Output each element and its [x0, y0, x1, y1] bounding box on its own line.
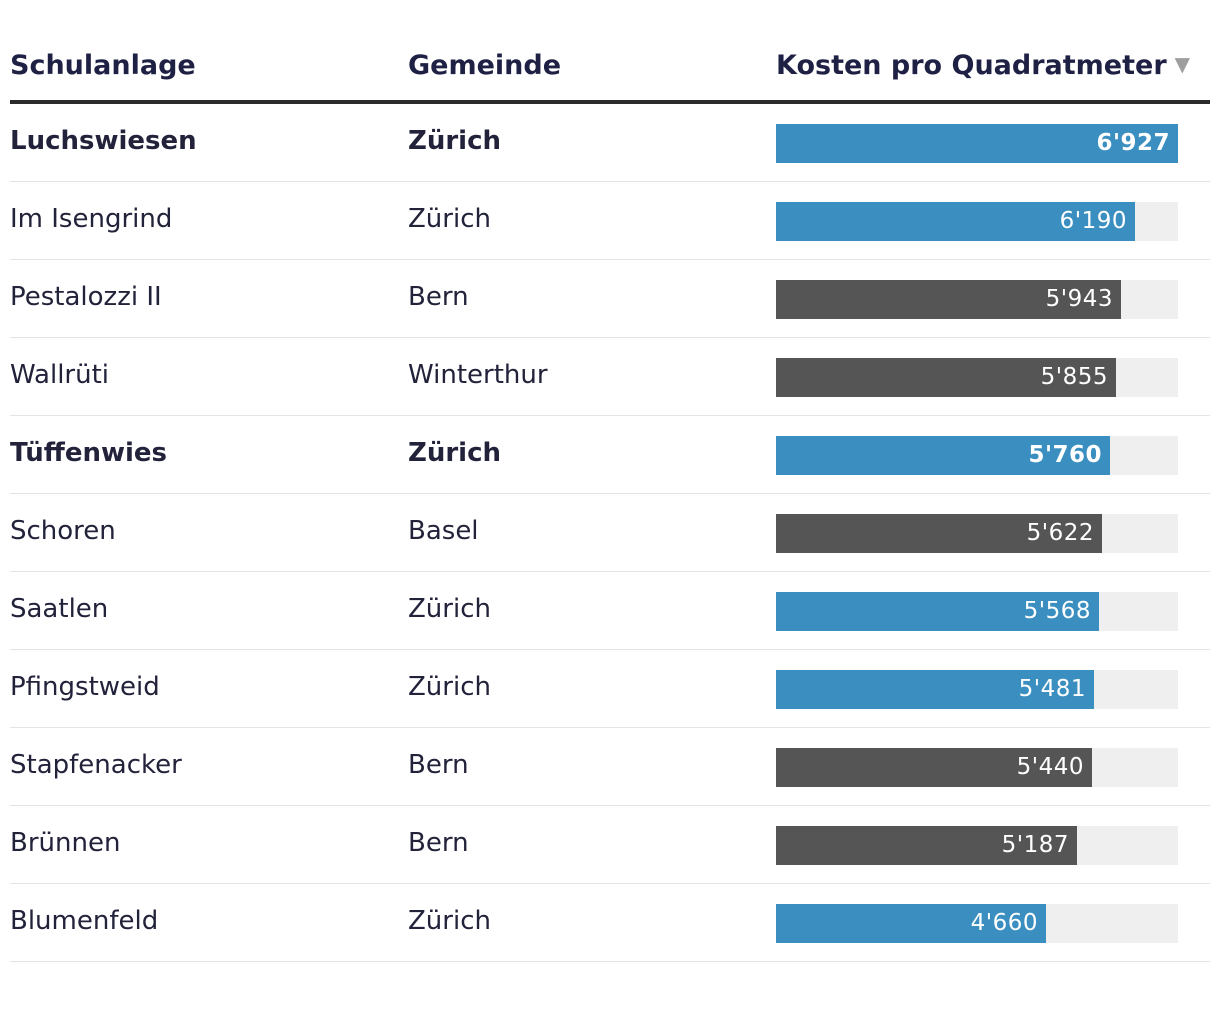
bar: 5'943 [776, 280, 1121, 319]
bar-value-label: 5'440 [1016, 754, 1084, 780]
table-row: Pestalozzi II Bern 5'943 [10, 260, 1210, 338]
cell-school: Tüffenwies [10, 438, 168, 468]
bar: 5'760 [776, 436, 1110, 475]
bar-track: 5'760 [776, 436, 1178, 475]
table-row: Luchswiesen Zürich 6'927 [10, 104, 1210, 182]
cell-school: Brünnen [10, 828, 121, 858]
table-row: Saatlen Zürich 5'568 [10, 572, 1210, 650]
bar: 6'190 [776, 202, 1135, 241]
table-row: Brünnen Bern 5'187 [10, 806, 1210, 884]
bar-track: 5'943 [776, 280, 1178, 319]
bar-track: 5'855 [776, 358, 1178, 397]
cell-school: Saatlen [10, 594, 109, 624]
bar-value-label: 5'943 [1045, 286, 1113, 312]
cell-school: Blumenfeld [10, 906, 159, 936]
bar: 5'481 [776, 670, 1094, 709]
bar: 6'927 [776, 124, 1178, 163]
bar-track: 5'622 [776, 514, 1178, 553]
bar-value-label: 5'760 [1028, 442, 1102, 468]
table-row: Tüffenwies Zürich 5'760 [10, 416, 1210, 494]
cell-school: Im Isengrind [10, 204, 173, 234]
table-row: Schoren Basel 5'622 [10, 494, 1210, 572]
bar: 4'660 [776, 904, 1046, 943]
header-cost-label: Kosten pro Quadratmeter [776, 50, 1167, 81]
bar-value-label: 6'927 [1096, 130, 1170, 156]
bar-track: 5'440 [776, 748, 1178, 787]
bar: 5'568 [776, 592, 1099, 631]
sort-down-icon[interactable]: ▼ [1174, 52, 1191, 76]
bar: 5'187 [776, 826, 1077, 865]
bar: 5'440 [776, 748, 1092, 787]
cell-school: Stapfenacker [10, 750, 182, 780]
bar-track: 5'481 [776, 670, 1178, 709]
cell-city: Basel [408, 516, 479, 546]
table-row: Wallrüti Winterthur 5'855 [10, 338, 1210, 416]
cell-school: Schoren [10, 516, 116, 546]
cell-city: Bern [408, 750, 469, 780]
header-cost[interactable]: Kosten pro Quadratmeter ▼ [776, 50, 1190, 81]
bar-value-label: 5'568 [1023, 598, 1091, 624]
table-row: Pfingstweid Zürich 5'481 [10, 650, 1210, 728]
table-body: Luchswiesen Zürich 6'927 Im Isengrind Zürich… [10, 104, 1210, 962]
cell-school: Luchswiesen [10, 126, 197, 156]
bar-track: 5'568 [776, 592, 1178, 631]
bar-value-label: 4'660 [970, 910, 1038, 936]
cell-school: Pestalozzi II [10, 282, 162, 312]
cell-city: Bern [408, 282, 469, 312]
table-row: Blumenfeld Zürich 4'660 [10, 884, 1210, 962]
table-row: Im Isengrind Zürich 6'190 [10, 182, 1210, 260]
cell-city: Zürich [408, 438, 502, 468]
bar-value-label: 5'855 [1040, 364, 1108, 390]
cell-school: Pfingstweid [10, 672, 160, 702]
cell-school: Wallrüti [10, 360, 110, 390]
bar: 5'622 [776, 514, 1102, 553]
header-city[interactable]: Gemeinde [408, 50, 562, 81]
bar: 5'855 [776, 358, 1116, 397]
cell-city: Zürich [408, 594, 491, 624]
cost-table: Schulanlage Gemeinde Kosten pro Quadratm… [10, 38, 1210, 962]
bar-value-label: 5'622 [1026, 520, 1094, 546]
bar-track: 4'660 [776, 904, 1178, 943]
header-school[interactable]: Schulanlage [10, 50, 196, 81]
cell-city: Zürich [408, 126, 502, 156]
bar-value-label: 5'481 [1018, 676, 1086, 702]
table-header: Schulanlage Gemeinde Kosten pro Quadratm… [10, 38, 1210, 104]
bar-track: 6'190 [776, 202, 1178, 241]
bar-track: 5'187 [776, 826, 1178, 865]
bar-track: 6'927 [776, 124, 1178, 163]
cell-city: Winterthur [408, 360, 548, 390]
table-row: Stapfenacker Bern 5'440 [10, 728, 1210, 806]
cell-city: Zürich [408, 204, 491, 234]
cell-city: Zürich [408, 672, 491, 702]
cell-city: Bern [408, 828, 469, 858]
cell-city: Zürich [408, 906, 491, 936]
bar-value-label: 6'190 [1059, 208, 1127, 234]
bar-value-label: 5'187 [1001, 832, 1069, 858]
